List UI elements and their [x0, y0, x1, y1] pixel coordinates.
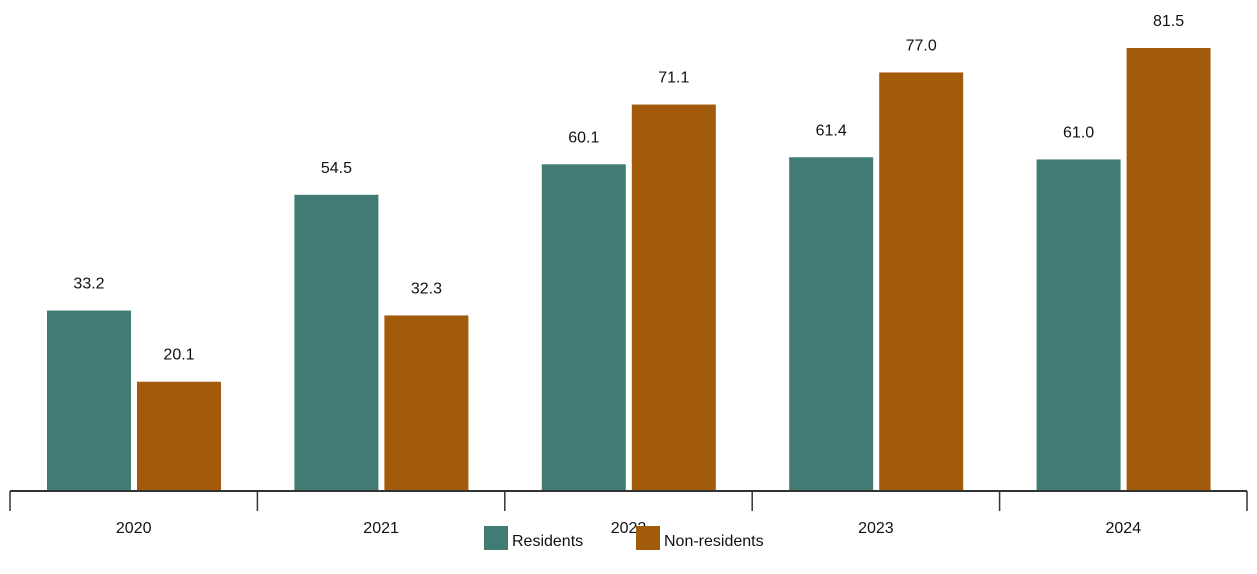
x-tick-label: 2021: [363, 520, 399, 537]
legend-label: Residents: [512, 533, 583, 550]
value-label: 61.4: [816, 122, 847, 139]
x-tick-label: 2024: [1106, 520, 1142, 537]
bar-non-residents-2023: [879, 72, 964, 492]
value-label: 61.0: [1063, 124, 1094, 141]
bar-non-residents-2020: [137, 381, 221, 491]
x-tick-label: 2020: [116, 520, 152, 537]
value-labels-layer: 33.2 20.1 54.5 32.3 60.1 71.1 61.4 77.0 61.0 81.5: [73, 13, 1184, 364]
bars-layer: [47, 48, 1211, 492]
value-label: 81.5: [1153, 13, 1184, 30]
value-label: 54.5: [321, 160, 352, 177]
value-label: 60.1: [568, 129, 599, 146]
bar-residents-2024: [1036, 159, 1121, 491]
legend-swatch: [636, 526, 660, 550]
bar-non-residents-2024: [1126, 48, 1211, 491]
value-label: 20.1: [163, 347, 194, 364]
bar-non-residents-2022: [631, 104, 716, 491]
bar-residents-2023: [789, 157, 874, 491]
legend-label: Non-residents: [664, 533, 764, 550]
value-label: 33.2: [73, 276, 104, 293]
value-label: 77.0: [906, 37, 937, 54]
bar-residents-2020: [47, 310, 131, 491]
x-axis: 2020 2021 2022 2023 2024: [9, 490, 1248, 537]
legend: Residents Non-residents: [484, 526, 764, 550]
legend-swatch: [484, 526, 508, 550]
bar-residents-2021: [294, 194, 379, 491]
bar-non-residents-2021: [384, 315, 469, 491]
value-label: 32.3: [411, 280, 442, 297]
bar-residents-2022: [541, 164, 626, 491]
x-tick-label: 2023: [858, 520, 894, 537]
value-label: 71.1: [658, 70, 689, 87]
